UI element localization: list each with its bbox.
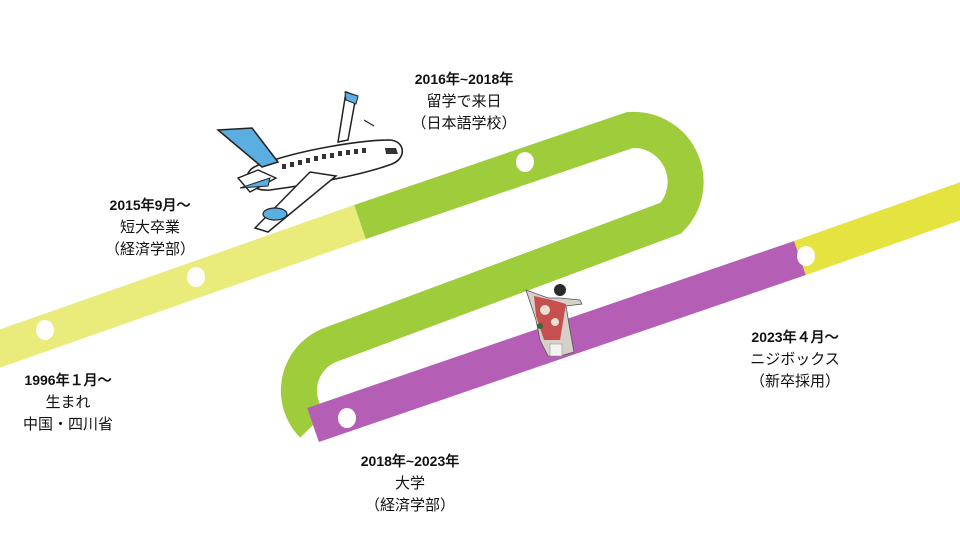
milestone-title: 留学で来日 xyxy=(426,92,502,110)
milestone-detail: （日本語学校） xyxy=(411,114,517,132)
milestone-marker xyxy=(338,408,356,428)
milestone-label-career: 2023年４月～ ニジボックス （新卒採用） xyxy=(728,326,862,392)
milestone-label-language-school: 2016年~2018年 留学で来日 （日本語学校） xyxy=(396,68,532,134)
milestone-marker xyxy=(187,267,205,287)
milestone-label-university: 2018年~2023年 大学 （経済学部） xyxy=(342,450,478,516)
milestone-label-birth: 1996年１月～ 生まれ 中国・四川省 xyxy=(16,369,120,435)
milestone-detail: （経済学部） xyxy=(104,240,195,258)
milestone-detail: 中国・四川省 xyxy=(22,415,113,433)
milestone-title: 短大卒業 xyxy=(119,218,180,236)
milestone-title: ニジボックス xyxy=(750,350,840,368)
road-segment-career xyxy=(793,182,960,275)
milestone-marker xyxy=(36,320,54,340)
dancer-figure-icon xyxy=(525,284,583,357)
milestone-date: 1996年１月～ xyxy=(24,372,112,388)
milestone-title: 大学 xyxy=(394,474,425,492)
milestone-date: 2018年~2023年 xyxy=(360,453,460,469)
milestone-label-college: 2015年9月～ 短大卒業 （経済学部） xyxy=(92,194,208,260)
milestone-marker xyxy=(797,246,815,266)
airplane-icon xyxy=(216,90,404,233)
milestone-date: 2015年9月～ xyxy=(109,197,191,213)
milestone-detail: （新卒採用） xyxy=(749,372,840,390)
milestone-title: 生まれ xyxy=(45,393,91,411)
milestone-detail: （経済学部） xyxy=(364,496,455,514)
milestone-date: 2016年~2018年 xyxy=(414,71,514,87)
road-segment-language-school xyxy=(280,111,704,438)
milestone-marker xyxy=(516,152,534,172)
milestone-date: 2023年４月～ xyxy=(751,329,839,345)
